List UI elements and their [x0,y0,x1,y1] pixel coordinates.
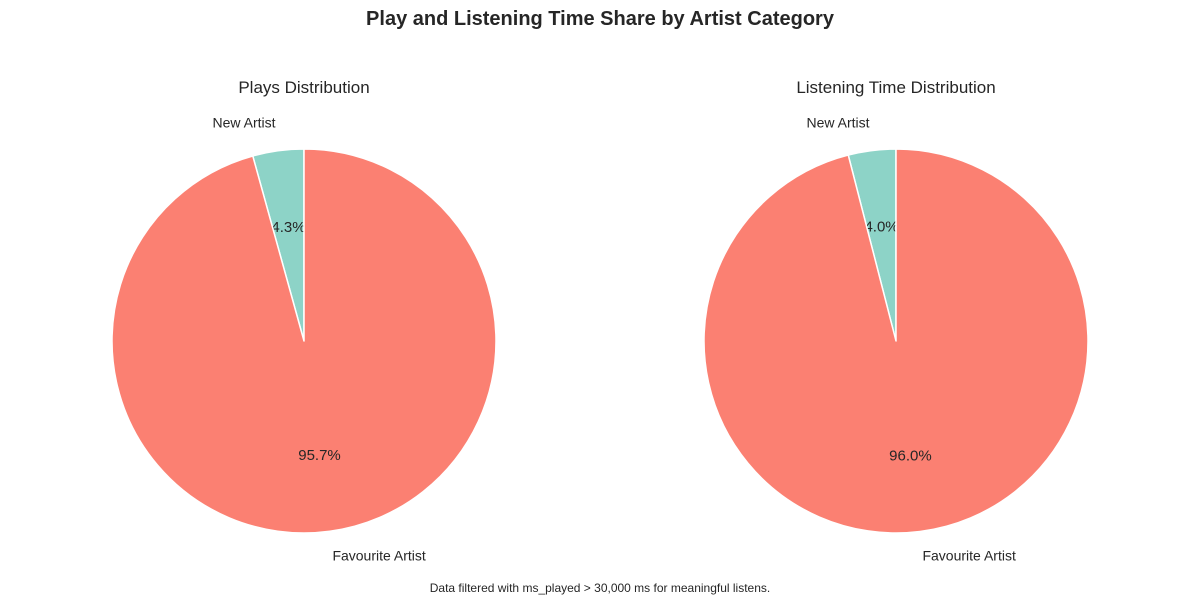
footnote: Data filtered with ms_played > 30,000 ms… [429,581,771,595]
pie-chart-listening-time-distribution: Listening Time Distribution New Artist 4.0… [703,78,1089,564]
pie-slice-favourite-artist [111,148,497,534]
slice-value-new-artist: 4.0% [864,219,898,236]
slice-label-favourite-artist: Favourite Artist [332,547,425,563]
pie-slice-favourite-artist [703,148,1089,534]
pie-chart-plays-distribution: Plays Distribution New Artist 4.3% Favourit… [111,78,497,563]
slice-value-favourite-artist: 95.7% [298,447,341,464]
slice-label-favourite-artist: Favourite Artist [922,548,1015,564]
chart-title: Plays Distribution [238,78,369,97]
page-title: Play and Listening Time Share by Artist … [366,8,834,30]
slice-value-favourite-artist: 96.0% [889,447,932,464]
slice-value-new-artist: 4.3% [271,219,305,236]
slice-label-new-artist: New Artist [807,114,870,130]
slice-label-new-artist: New Artist [213,115,276,131]
chart-title: Listening Time Distribution [796,78,995,97]
